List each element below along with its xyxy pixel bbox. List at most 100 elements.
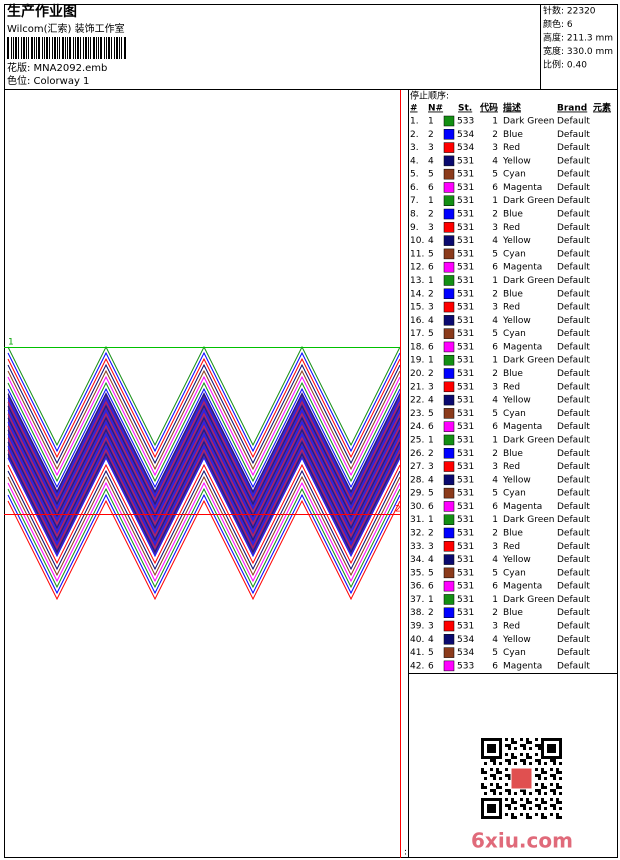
brand: Default <box>557 223 590 233</box>
qr-cell <box>538 747 541 750</box>
bar-line <box>96 37 97 59</box>
color-swatch <box>443 301 455 313</box>
description: Blue <box>503 130 523 140</box>
qr-cell <box>526 756 529 759</box>
qr-cell <box>544 738 547 741</box>
brand: Default <box>557 130 590 140</box>
stitch: 531 <box>457 396 474 406</box>
qr-cell <box>544 786 547 789</box>
qr-cell <box>520 753 523 756</box>
qr-cell <box>490 768 493 771</box>
description: Magenta <box>503 502 542 512</box>
stitch: 531 <box>457 568 474 578</box>
color-swatch <box>443 474 455 486</box>
design-file: 花版: MNA2092.emb <box>7 61 107 74</box>
qr-cell <box>535 738 538 741</box>
needle: 1 <box>428 117 434 127</box>
qr-cell <box>553 807 556 810</box>
qr-cell <box>487 810 490 813</box>
brand: Default <box>557 422 590 432</box>
code: 2 <box>492 528 498 538</box>
qr-cell <box>523 792 526 795</box>
qr-cell <box>508 807 511 810</box>
qr-cell <box>550 747 553 750</box>
info-item: 颜色: 6 <box>543 18 573 30</box>
bar-line <box>44 37 45 59</box>
qr-cell <box>529 747 532 750</box>
stop-index: 17. <box>410 329 424 339</box>
bar-line <box>73 37 74 59</box>
code: 4 <box>492 236 498 246</box>
bar-line <box>121 37 122 59</box>
needle: 2 <box>428 608 434 618</box>
brand: Default <box>557 409 590 419</box>
qr-cell <box>481 816 484 819</box>
qr-cell <box>535 783 538 786</box>
qr-cell <box>499 816 502 819</box>
brand: Default <box>557 143 590 153</box>
brand: Default <box>557 582 590 592</box>
stop-index: 42. <box>410 661 424 671</box>
stitch-line <box>7 456 401 558</box>
stitch-line <box>7 400 401 502</box>
stitch-line <box>7 392 401 494</box>
description: Red <box>503 382 520 392</box>
description: Dark Green <box>503 196 554 206</box>
qr-cell <box>481 744 484 747</box>
qr-cell <box>508 759 511 762</box>
qr-cell <box>559 738 562 741</box>
qr-cell <box>493 774 496 777</box>
color-swatch <box>443 554 455 565</box>
description: Blue <box>503 608 523 618</box>
code: 1 <box>492 196 498 206</box>
stitch-line <box>7 432 401 534</box>
needle: 6 <box>428 422 434 432</box>
color-swatch <box>443 408 455 419</box>
qr-cell <box>514 756 517 759</box>
brand: Default <box>557 382 590 392</box>
color-swatch <box>443 275 455 286</box>
code: 1 <box>492 435 498 445</box>
stop-index: 33. <box>410 542 424 552</box>
qr-cell <box>493 804 496 807</box>
color-swatch <box>443 501 455 512</box>
brand: Default <box>557 595 590 605</box>
bar-line <box>65 37 66 59</box>
stitch: 533 <box>457 661 474 671</box>
qr-cell <box>550 798 553 801</box>
code: 6 <box>492 582 498 592</box>
qr-cell <box>559 792 562 795</box>
needle: 2 <box>428 130 434 140</box>
bar-line <box>80 37 81 59</box>
qr-cell <box>484 816 487 819</box>
stitch: 531 <box>457 236 474 246</box>
qr-cell <box>550 759 553 762</box>
qr-cell <box>484 738 487 741</box>
bar-line <box>21 37 22 59</box>
brand: Default <box>557 568 590 578</box>
qr-cell <box>541 816 544 819</box>
qr-cell <box>505 753 508 756</box>
bar-line <box>46 37 48 59</box>
bar-line <box>100 37 102 59</box>
qr-cell <box>496 738 499 741</box>
stitch-line <box>7 452 401 554</box>
stop-index: 30. <box>410 502 424 512</box>
stop-index: 6. <box>410 183 419 193</box>
qr-cell <box>553 759 556 762</box>
qr-cell <box>490 789 493 792</box>
brand: Default <box>557 369 590 379</box>
needle: 1 <box>428 356 434 366</box>
column-header: 描述 <box>503 102 521 114</box>
stitch-line <box>7 408 401 510</box>
qr-cell <box>553 792 556 795</box>
qr-cell <box>559 753 562 756</box>
description: Yellow <box>502 475 531 485</box>
qr-cell <box>487 807 490 810</box>
qr-cell <box>511 798 514 801</box>
stitch: 531 <box>457 342 474 352</box>
qr-cell <box>547 750 550 753</box>
brand: Default <box>557 329 590 339</box>
qr-cell <box>481 771 484 774</box>
qr-cell <box>496 786 499 789</box>
